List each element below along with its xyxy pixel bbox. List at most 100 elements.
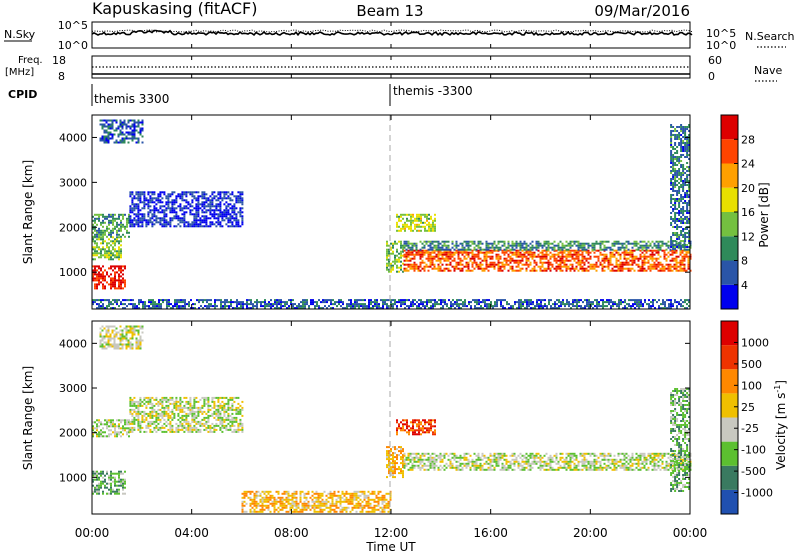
heatmap-cell	[526, 307, 528, 310]
heatmap-cell	[137, 193, 140, 196]
heatmap-cell	[457, 244, 460, 247]
heatmap-cell	[124, 227, 126, 230]
heatmap-cell	[412, 305, 414, 308]
heatmap-cell	[653, 244, 656, 247]
heatmap-cell	[654, 307, 656, 310]
heatmap-cell	[99, 119, 102, 122]
heatmap-cell	[92, 472, 94, 475]
heatmap-cell	[539, 251, 542, 254]
heatmap-cell	[171, 410, 174, 413]
heatmap-cell	[106, 229, 108, 232]
heatmap-cell	[676, 164, 679, 166]
heatmap-cell	[451, 253, 454, 256]
heatmap-cell	[120, 223, 122, 226]
heatmap-cell	[110, 301, 112, 304]
heatmap-cell	[213, 197, 216, 200]
heatmap-cell	[157, 416, 160, 419]
heatmap-cell	[163, 191, 166, 194]
heatmap-cell	[137, 341, 140, 344]
heatmap-cell	[681, 261, 684, 264]
heatmap-cell	[201, 197, 204, 200]
heatmap-cell	[497, 246, 500, 249]
heatmap-cell	[520, 301, 522, 304]
heatmap-cell	[193, 213, 196, 216]
heatmap-cell	[418, 225, 420, 228]
heatmap-cell	[449, 261, 452, 264]
heatmap-cell	[408, 225, 410, 228]
heatmap-cell	[657, 265, 660, 268]
heatmap-cell	[396, 258, 398, 261]
heatmap-cell	[627, 242, 630, 245]
heatmap-cell	[643, 253, 646, 256]
heatmap-cell	[122, 277, 124, 280]
heatmap-cell	[649, 242, 652, 245]
heatmap-cell	[595, 265, 598, 268]
heatmap-cell	[682, 301, 684, 304]
heatmap-cell	[493, 248, 496, 251]
heatmap-cell	[213, 211, 216, 214]
heatmap-cell	[680, 164, 683, 166]
heatmap-cell	[197, 197, 200, 200]
heatmap-cell	[167, 197, 170, 200]
heatmap-cell	[682, 236, 685, 238]
heatmap-cell	[649, 269, 652, 272]
heatmap-cell	[179, 424, 182, 427]
heatmap-cell	[152, 299, 154, 302]
heatmap-cell	[110, 233, 112, 236]
heatmap-cell	[139, 325, 142, 328]
heatmap-cell	[590, 305, 592, 308]
heatmap-cell	[568, 303, 570, 306]
heatmap-cell	[429, 248, 432, 251]
heatmap-cell	[96, 244, 98, 247]
heatmap-cell	[110, 283, 112, 286]
heatmap-cell	[561, 265, 564, 268]
heatmap-cell	[440, 303, 442, 306]
heatmap-cell	[481, 269, 484, 272]
heatmap-cell	[189, 225, 192, 228]
heatmap-cell	[147, 402, 150, 405]
heatmap-cell	[112, 476, 114, 479]
heatmap-cell	[485, 255, 488, 258]
heatmap-cell	[473, 242, 476, 245]
heatmap-cell	[433, 249, 436, 252]
heatmap-cell	[674, 168, 677, 170]
heatmap-cell	[676, 138, 679, 140]
heatmap-cell	[100, 273, 102, 276]
heatmap-cell	[432, 305, 434, 308]
heatmap-cell	[258, 301, 260, 304]
heatmap-cell	[175, 195, 178, 198]
heatmap-cell	[679, 261, 682, 264]
heatmap-cell	[457, 255, 460, 258]
heatmap-cell	[137, 131, 140, 134]
heatmap-cell	[300, 305, 302, 308]
heatmap-cell	[481, 267, 484, 270]
heatmap-cell	[688, 138, 691, 140]
heatmap-cell	[149, 400, 152, 403]
heatmap-cell	[114, 238, 116, 241]
heatmap-cell	[455, 263, 458, 266]
heatmap-cell	[183, 211, 186, 214]
heatmap-cell	[370, 307, 372, 310]
heatmap-cell	[155, 209, 158, 212]
heatmap-cell	[203, 193, 206, 196]
heatmap-cell	[591, 265, 594, 268]
heatmap-cell	[100, 305, 102, 308]
heatmap-cell	[237, 201, 240, 204]
heatmap-cell	[475, 248, 478, 251]
heatmap-cell	[223, 213, 226, 216]
heatmap-cell	[405, 255, 408, 258]
heatmap-cell	[187, 424, 190, 427]
heatmap-cell	[522, 305, 524, 308]
heatmap-cell	[163, 426, 166, 429]
heatmap-cell	[450, 301, 452, 304]
heatmap-cell	[426, 305, 428, 308]
heatmap-cell	[118, 229, 120, 232]
heatmap-cell	[519, 267, 522, 270]
heatmap-cell	[128, 215, 130, 218]
heatmap-cell	[386, 303, 388, 306]
heatmap-cell	[112, 480, 114, 483]
heatmap-cell	[533, 265, 536, 268]
heatmap-cell	[521, 257, 524, 260]
heatmap-cell	[653, 261, 656, 264]
heatmap-cell	[676, 212, 679, 214]
